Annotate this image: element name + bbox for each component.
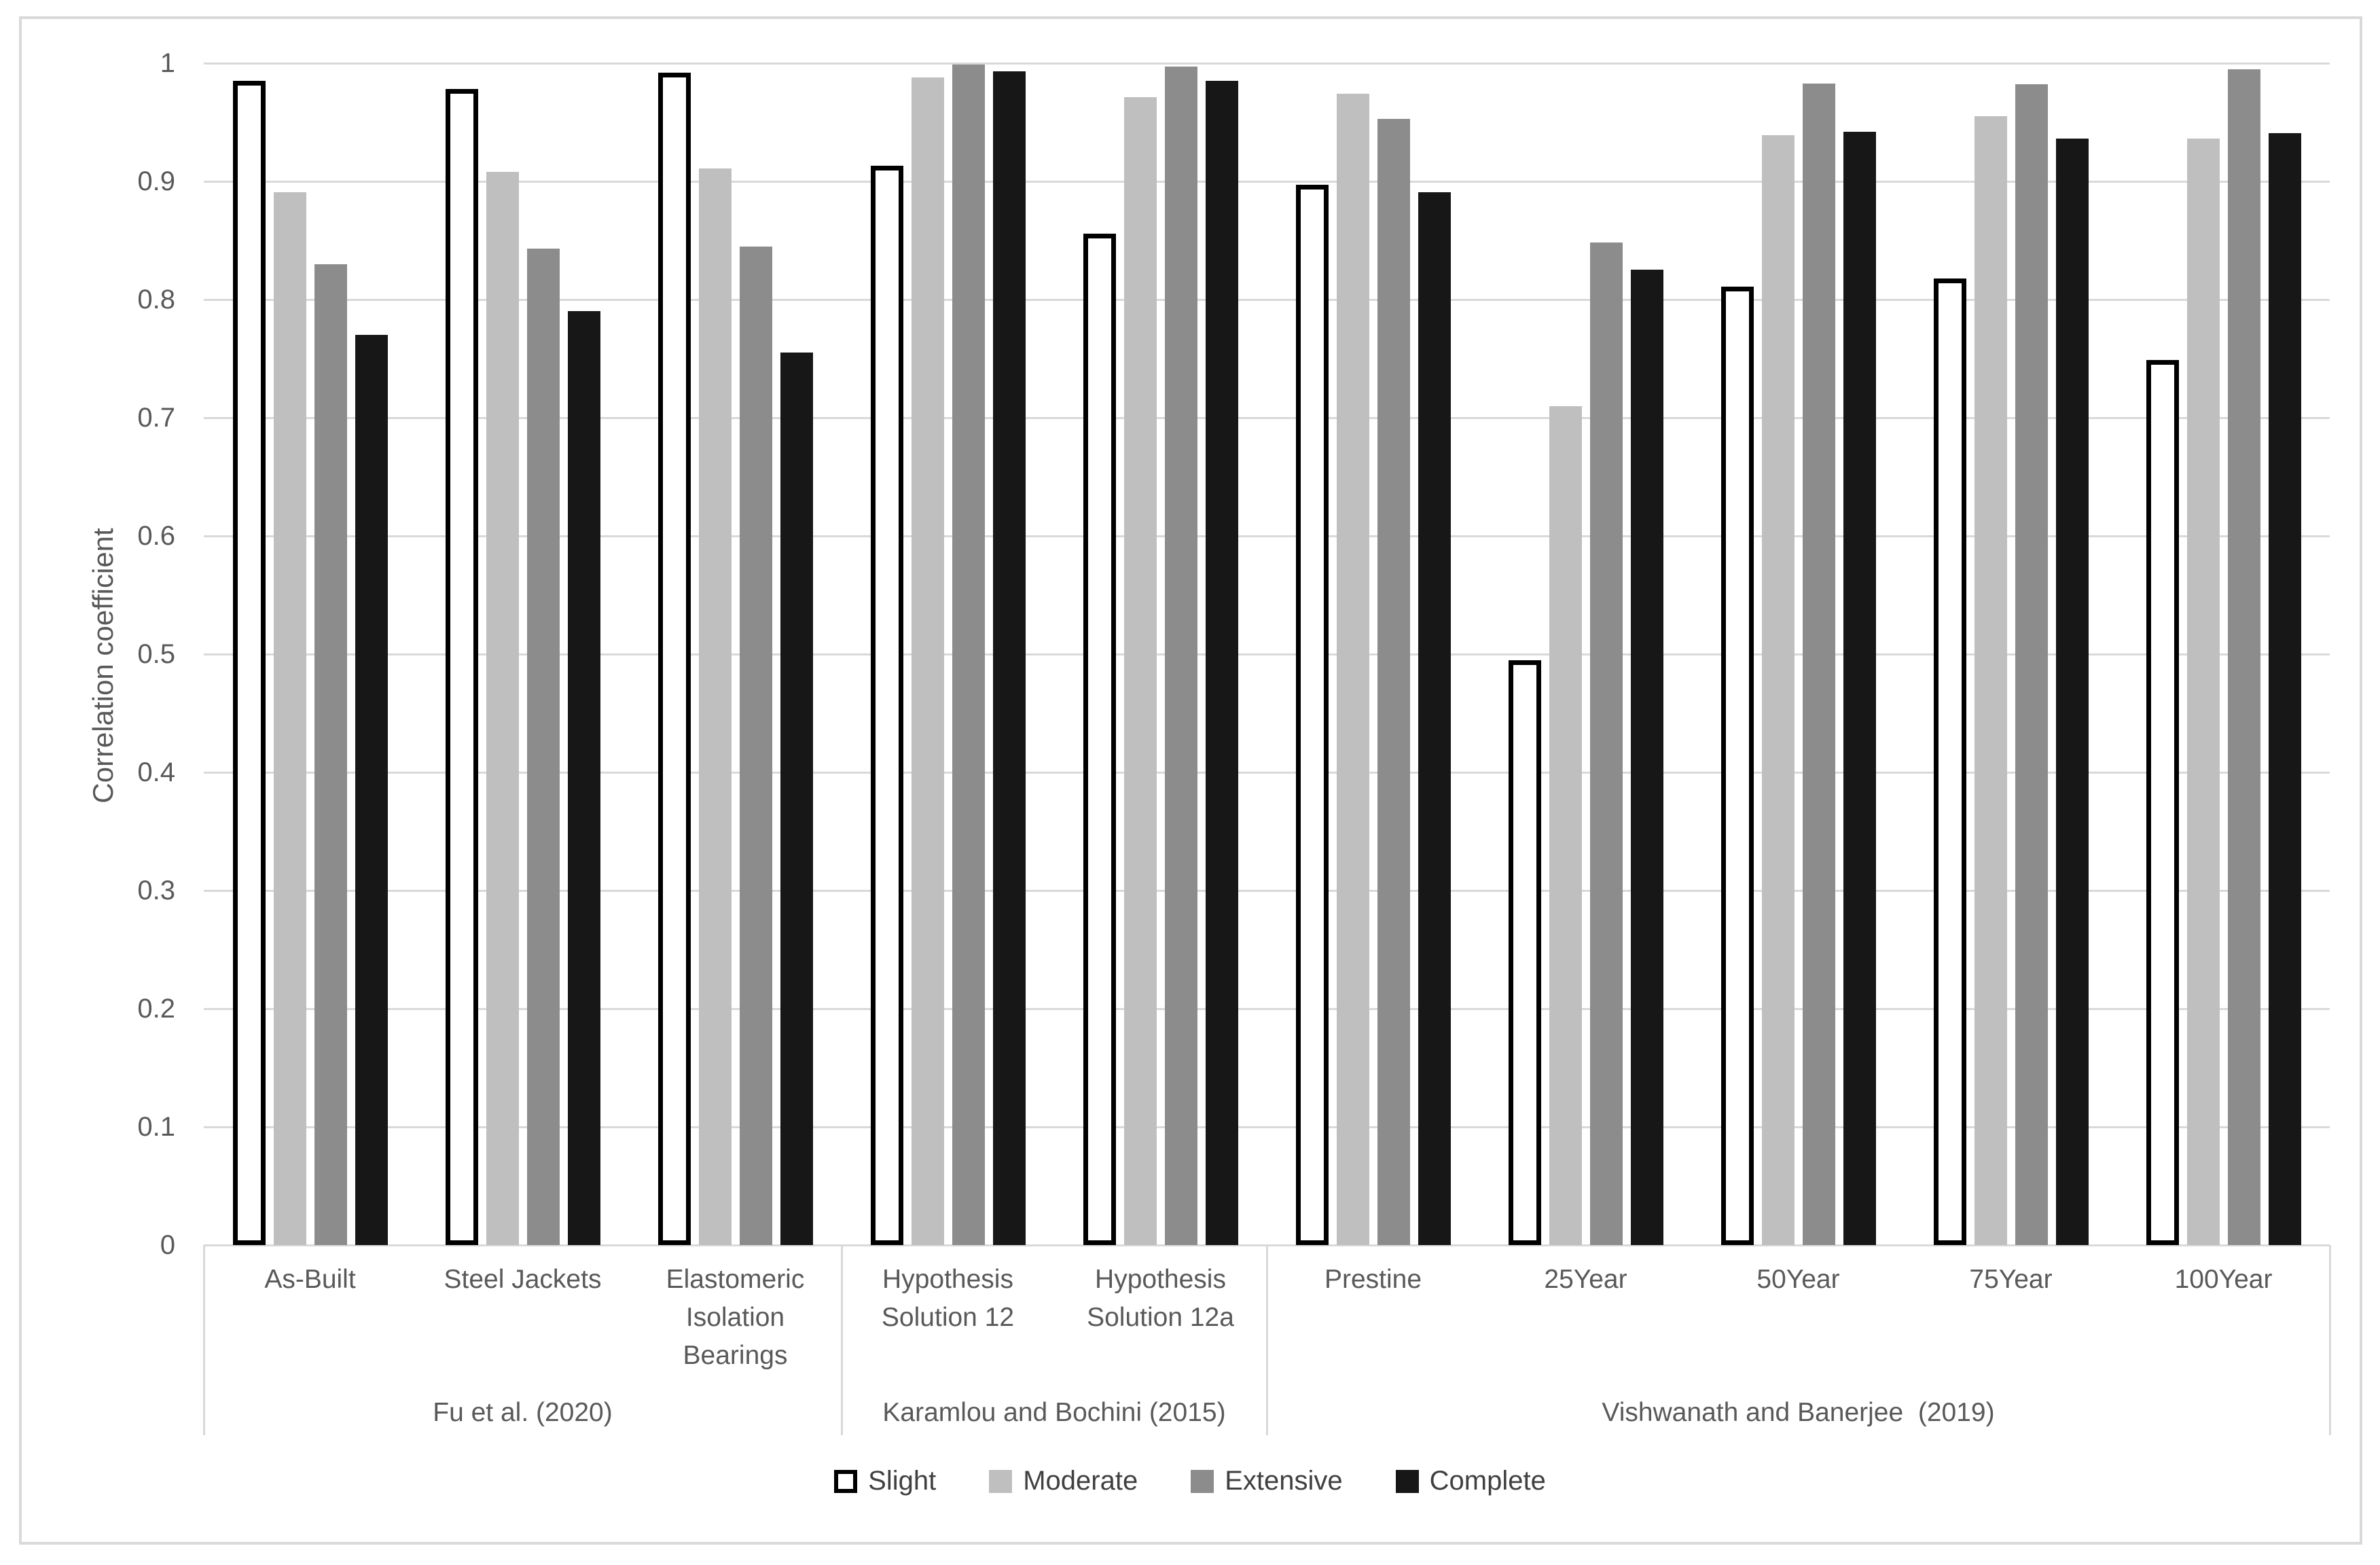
y-axis-tick-label: 0.8 — [137, 285, 175, 314]
x-axis-group-label: Karamlou and Bochini (2015) — [882, 1398, 1226, 1427]
category-separator-line — [2329, 1245, 2331, 1435]
bar-extensive — [1165, 67, 1197, 1245]
gridline — [204, 181, 2330, 183]
bar-moderate — [1549, 406, 1582, 1245]
bar-moderate — [1124, 97, 1157, 1245]
gridline — [204, 299, 2330, 301]
bar-slight — [1509, 660, 1541, 1245]
legend-swatch-slight — [834, 1469, 858, 1493]
bar-extensive — [740, 247, 772, 1245]
bar-complete — [2269, 133, 2301, 1245]
bar-extensive — [314, 264, 347, 1245]
legend-item-moderate: Moderate — [989, 1466, 1138, 1496]
gridline — [204, 1008, 2330, 1010]
x-axis-category-label: Steel Jackets — [444, 1265, 602, 1294]
x-axis-category-label: Hypothesis Solution 12 — [881, 1265, 1015, 1332]
bar-moderate — [274, 192, 306, 1245]
bar-moderate — [1975, 116, 2007, 1245]
legend-swatch-complete — [1395, 1469, 1419, 1493]
legend-label: Complete — [1429, 1466, 1546, 1496]
bar-complete — [1418, 192, 1451, 1245]
bar-slight — [658, 73, 691, 1245]
bar-slight — [1934, 278, 1966, 1245]
y-axis-tick-label: 0.9 — [137, 166, 175, 196]
gridline — [204, 772, 2330, 774]
category-separator-line — [1266, 1245, 1268, 1435]
x-axis-category-label: 75Year — [1969, 1265, 2053, 1294]
bar-moderate — [2187, 139, 2220, 1245]
bar-complete — [1843, 132, 1876, 1245]
gridline — [204, 535, 2330, 537]
bar-extensive — [2228, 69, 2260, 1245]
legend-label: Moderate — [1023, 1466, 1138, 1496]
bar-extensive — [1803, 84, 1835, 1245]
legend-label: Slight — [868, 1466, 937, 1496]
category-separator-line — [203, 1245, 205, 1435]
gridline — [204, 417, 2330, 419]
y-axis-tick-label: 0.5 — [137, 639, 175, 669]
x-axis-category-label: As-Built — [264, 1265, 356, 1294]
bar-slight — [446, 89, 478, 1245]
bar-moderate — [699, 168, 732, 1245]
bar-slight — [1083, 234, 1116, 1245]
y-axis-tick-label: 0.7 — [137, 403, 175, 433]
category-separator-line — [841, 1245, 843, 1435]
bar-complete — [780, 353, 813, 1245]
bar-complete — [993, 71, 1026, 1245]
y-axis-tick-label: 0.6 — [137, 521, 175, 551]
bar-slight — [1721, 287, 1754, 1245]
plot-area — [204, 62, 2330, 1435]
bar-complete — [568, 311, 600, 1245]
bar-extensive — [527, 249, 560, 1245]
legend-label: Extensive — [1225, 1466, 1343, 1496]
x-axis-category-label: 50Year — [1756, 1265, 1840, 1294]
x-axis-category-label: Hypothesis Solution 12a — [1087, 1265, 1234, 1332]
x-axis-category-label: Elastomeric Isolation Bearings — [666, 1265, 805, 1370]
legend-swatch-moderate — [989, 1469, 1013, 1493]
gridline — [204, 890, 2330, 892]
y-axis-tick-label: 0.3 — [137, 876, 175, 905]
legend-item-slight: Slight — [834, 1466, 936, 1496]
bar-slight — [233, 81, 266, 1245]
x-axis-group-label: Vishwanath and Banerjee (2019) — [1602, 1398, 1995, 1427]
bar-complete — [1631, 270, 1663, 1245]
y-axis-tick-label: 0.2 — [137, 994, 175, 1024]
bar-extensive — [952, 65, 985, 1245]
legend-item-complete: Complete — [1395, 1466, 1546, 1496]
legend: Slight Moderate Extensive Complete — [0, 1466, 2380, 1496]
legend-swatch-extensive — [1191, 1469, 1214, 1493]
x-axis-category-label: Prestine — [1324, 1265, 1422, 1294]
gridline — [204, 653, 2330, 655]
bar-slight — [2146, 360, 2179, 1245]
bar-moderate — [1337, 94, 1369, 1245]
bar-moderate — [486, 172, 519, 1245]
x-axis-category-label: 100Year — [2174, 1265, 2273, 1294]
y-axis-tick-label: 0.1 — [137, 1112, 175, 1142]
bar-moderate — [1762, 135, 1795, 1245]
bar-extensive — [1377, 119, 1410, 1245]
bar-complete — [355, 335, 388, 1245]
bar-complete — [1206, 81, 1238, 1245]
bar-slight — [871, 166, 903, 1245]
legend-item-extensive: Extensive — [1191, 1466, 1343, 1496]
bar-moderate — [912, 77, 944, 1245]
x-axis-group-label: Fu et al. (2020) — [433, 1398, 613, 1427]
bar-extensive — [2015, 84, 2048, 1245]
gridline — [204, 62, 2330, 65]
y-axis-tick-label: 0.4 — [137, 757, 175, 787]
bar-slight — [1296, 185, 1329, 1245]
x-axis-category-label: 25Year — [1544, 1265, 1627, 1294]
y-axis-tick-label: 0 — [160, 1230, 175, 1260]
gridline — [204, 1126, 2330, 1128]
y-axis-tick-label: 1 — [160, 48, 175, 78]
bar-extensive — [1590, 242, 1623, 1245]
bar-complete — [2056, 139, 2089, 1245]
